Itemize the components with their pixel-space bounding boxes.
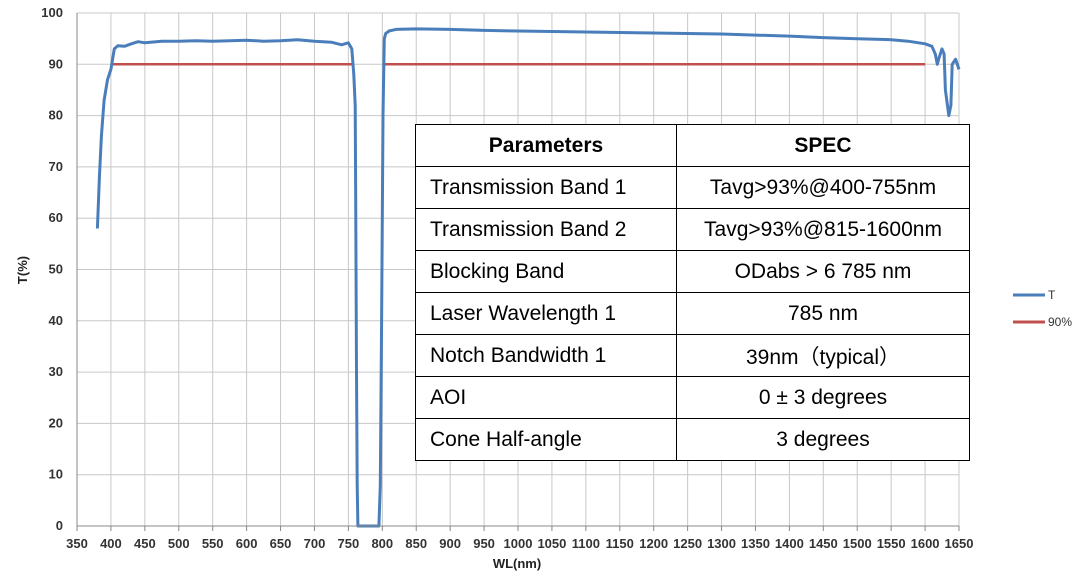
param-cell: Notch Bandwidth 1 xyxy=(415,334,677,377)
x-tick-label: 1200 xyxy=(639,536,668,551)
spec-table: Parameters SPEC Transmission Band 1 Tavg… xyxy=(415,124,970,461)
y-tick-label: 40 xyxy=(49,313,63,328)
x-tick-label: 1300 xyxy=(707,536,736,551)
x-tick-label: 550 xyxy=(202,536,224,551)
y-tick-label: 100 xyxy=(41,5,63,20)
x-tick-label: 500 xyxy=(168,536,190,551)
legend-label: T xyxy=(1048,288,1056,302)
table-row: Laser Wavelength 1 785 nm xyxy=(415,292,970,335)
x-tick-label: 1550 xyxy=(877,536,906,551)
spec-cell: ODabs > 6 785 nm xyxy=(676,250,970,293)
x-tick-label: 650 xyxy=(270,536,292,551)
param-cell: Cone Half-angle xyxy=(415,418,677,461)
param-cell: Transmission Band 1 xyxy=(415,166,677,209)
x-tick-label: 600 xyxy=(236,536,258,551)
spec-cell: Tavg>93%@815-1600nm xyxy=(676,208,970,251)
param-cell: Laser Wavelength 1 xyxy=(415,292,677,335)
x-tick-label: 1600 xyxy=(911,536,940,551)
tick-labels: 0 10 20 30 40 50 60 70 80 90 100 350 400 450 500 550 600… xyxy=(41,5,973,551)
table-header-row: Parameters SPEC xyxy=(415,124,970,167)
x-tick-label: 1150 xyxy=(606,536,634,551)
y-axis-label: T(%) xyxy=(15,256,30,284)
y-tick-label: 90 xyxy=(49,56,63,71)
x-tick-label: 900 xyxy=(439,536,461,551)
spec-cell: 39nm（typical） xyxy=(676,334,970,377)
table-row: Cone Half-angle 3 degrees xyxy=(415,418,970,461)
legend: T 90% xyxy=(1013,288,1072,329)
param-cell: Transmission Band 2 xyxy=(415,208,677,251)
x-tick-label: 1500 xyxy=(843,536,872,551)
spec-cell: 0 ± 3 degrees xyxy=(676,376,970,419)
x-tick-label: 1450 xyxy=(809,536,838,551)
y-tick-label: 60 xyxy=(49,210,63,225)
table-row: AOI 0 ± 3 degrees xyxy=(415,376,970,419)
x-tick-label: 1650 xyxy=(945,536,974,551)
y-tick-label: 0 xyxy=(56,518,63,533)
y-tick-label: 70 xyxy=(49,159,63,174)
y-tick-label: 30 xyxy=(49,364,63,379)
x-tick-label: 1050 xyxy=(537,536,566,551)
legend-label: 90% xyxy=(1048,315,1072,329)
spec-cell: 785 nm xyxy=(676,292,970,335)
param-cell: AOI xyxy=(415,376,677,419)
x-tick-label: 350 xyxy=(66,536,88,551)
x-tick-label: 1400 xyxy=(775,536,804,551)
table-row: Transmission Band 1 Tavg>93%@400-755nm xyxy=(415,166,970,209)
x-tick-label: 1250 xyxy=(673,536,702,551)
y-tick-label: 80 xyxy=(49,108,63,123)
spec-cell: Tavg>93%@400-755nm xyxy=(676,166,970,209)
x-tick-label: 750 xyxy=(338,536,360,551)
x-tick-label: 950 xyxy=(473,536,495,551)
x-tick-label: 850 xyxy=(405,536,427,551)
table-row: Notch Bandwidth 1 39nm（typical） xyxy=(415,334,970,377)
y-tick-label: 20 xyxy=(49,415,63,430)
table-header-spec: SPEC xyxy=(676,124,970,167)
x-tick-label: 450 xyxy=(134,536,156,551)
axes xyxy=(76,13,960,531)
table-header-parameters: Parameters xyxy=(415,124,677,167)
x-tick-label: 400 xyxy=(100,536,122,551)
param-cell: Blocking Band xyxy=(415,250,677,293)
table-row: Transmission Band 2 Tavg>93%@815-1600nm xyxy=(415,208,970,251)
y-tick-label: 10 xyxy=(49,467,63,482)
x-axis-label: WL(nm) xyxy=(493,556,541,571)
x-tick-label: 1350 xyxy=(741,536,770,551)
spec-cell: 3 degrees xyxy=(676,418,970,461)
x-tick-label: 700 xyxy=(304,536,326,551)
x-tick-label: 1000 xyxy=(504,536,533,551)
y-tick-label: 50 xyxy=(49,262,63,277)
table-row: Blocking Band ODabs > 6 785 nm xyxy=(415,250,970,293)
x-tick-label: 800 xyxy=(371,536,393,551)
x-tick-label: 1100 xyxy=(572,536,600,551)
